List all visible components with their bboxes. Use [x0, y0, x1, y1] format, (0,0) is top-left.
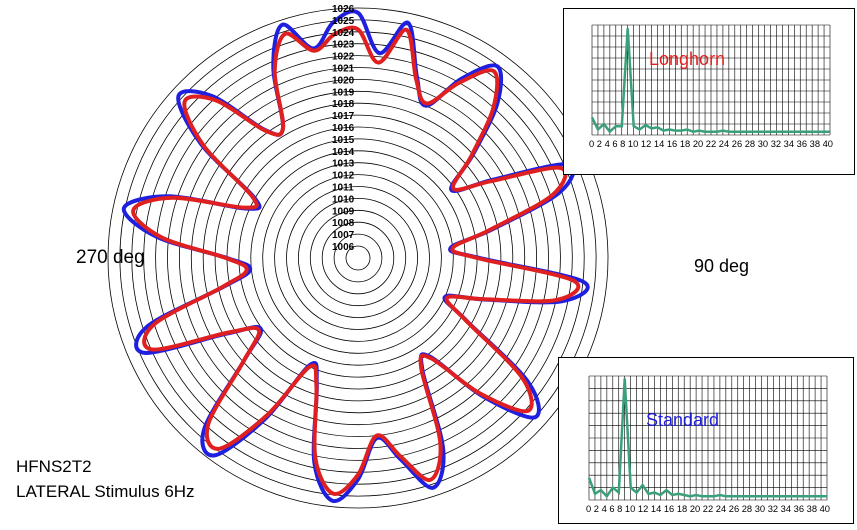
- radial-tick-label: 1012: [332, 171, 355, 182]
- radial-tick-label: 1017: [332, 111, 355, 122]
- spectrum-inset-standard: 0 2 4 6 8 10 12 14 16 18 20 22 24 26 28 …: [558, 357, 854, 524]
- x-tick-labels: 0 2 4 6 8 10 12 14 16 18 20 22 24 26 28 …: [589, 139, 833, 149]
- polar-ring: [262, 162, 454, 354]
- radial-tick-label: 1019: [332, 87, 355, 98]
- radial-tick-label: 1014: [332, 147, 355, 158]
- polar-series-line: [131, 25, 581, 496]
- polar-ring: [226, 126, 490, 390]
- radial-tick-label: 1013: [332, 159, 355, 170]
- radial-tick-label: 1010: [332, 194, 355, 205]
- polar-ring: [250, 150, 466, 366]
- radial-tick-label: 1011: [332, 183, 354, 194]
- polar-ring: [297, 197, 418, 318]
- radial-tick-label: 1018: [332, 99, 355, 110]
- polar-ring: [214, 114, 502, 402]
- polar-series-line: [121, 9, 590, 504]
- polar-ring: [107, 7, 609, 509]
- radial-tick-label: 1016: [332, 123, 355, 134]
- polar-ring: [321, 221, 395, 295]
- polar-ring: [190, 90, 526, 426]
- polar-ring: [167, 67, 549, 449]
- radial-tick-label: 1007: [332, 230, 355, 241]
- radial-tick-label: 1024: [332, 28, 355, 39]
- radial-tick-label: 1021: [332, 64, 355, 75]
- radial-tick-label: 1025: [332, 16, 355, 27]
- caption-line-1: HFNS2T2: [16, 457, 92, 476]
- chart-caption: HFNS2T2 LATERAL Stimulus 6Hz: [16, 454, 195, 504]
- polar-ring: [131, 31, 585, 485]
- x-tick-labels: 0 2 4 6 8 10 12 14 16 18 20 22 24 26 28 …: [586, 504, 830, 514]
- spectrum-line: [590, 28, 830, 134]
- polar-ring: [309, 209, 407, 307]
- radial-tick-label: 1015: [332, 135, 355, 146]
- spectrum-line: [587, 378, 827, 499]
- polar-ring: [119, 19, 597, 497]
- radial-tick-label: 1009: [332, 206, 355, 217]
- spectrum-inset-longhorn: 0 2 4 6 8 10 12 14 16 18 20 22 24 26 28 …: [563, 8, 855, 175]
- polar-radial-ticks: 1006100710081009101010111012101310141015…: [332, 4, 355, 253]
- polar-ring: [274, 174, 442, 342]
- caption-line-2: LATERAL Stimulus 6Hz: [16, 482, 195, 501]
- radial-tick-label: 1022: [332, 52, 355, 63]
- polar-rings: [107, 7, 609, 509]
- polar-ring: [178, 78, 538, 438]
- polar-ring: [345, 245, 371, 271]
- polar-ring: [286, 186, 430, 330]
- spectrum-label-longhorn: Longhorn: [649, 49, 725, 69]
- radial-tick-label: 1020: [332, 75, 355, 86]
- spectrum-label-standard: Standard: [646, 410, 719, 430]
- polar-ring: [155, 55, 561, 461]
- spectrum-chart-standard: 0 2 4 6 8 10 12 14 16 18 20 22 24 26 28 …: [586, 375, 830, 514]
- radial-tick-label: 1006: [332, 242, 355, 253]
- radial-tick-label: 1008: [332, 218, 355, 229]
- radial-tick-label: 1023: [332, 40, 355, 51]
- radial-tick-label: 1026: [332, 4, 355, 15]
- polar-ring: [202, 102, 514, 414]
- polar-ring: [333, 233, 383, 283]
- angle-label-90: 90 deg: [694, 256, 750, 276]
- angle-label-270: 270 deg: [76, 247, 145, 268]
- spectrum-chart-longhorn: 0 2 4 6 8 10 12 14 16 18 20 22 24 26 28 …: [589, 24, 833, 149]
- spectrum-grid: [588, 375, 828, 501]
